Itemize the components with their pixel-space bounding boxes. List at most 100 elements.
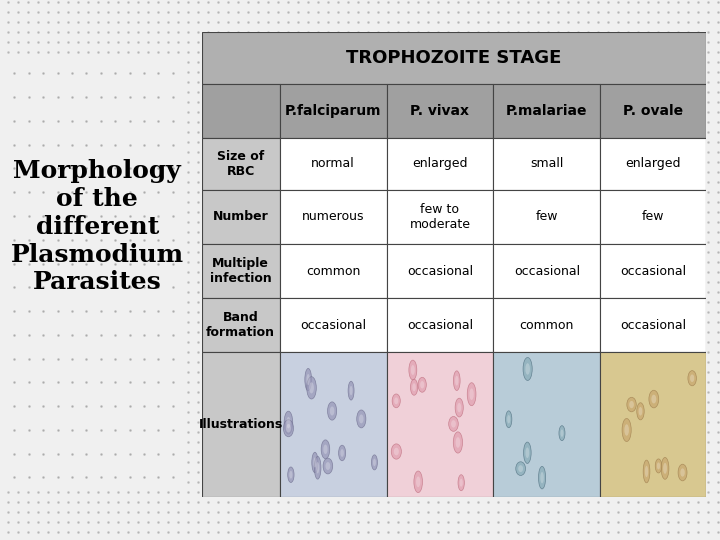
Bar [600,84,706,138]
Ellipse shape [348,381,354,400]
Ellipse shape [624,424,629,436]
Ellipse shape [652,395,656,403]
Ellipse shape [309,382,314,394]
Bar [600,138,706,190]
Ellipse shape [359,414,364,423]
Ellipse shape [356,410,366,428]
Ellipse shape [410,379,418,395]
Ellipse shape [328,402,337,420]
Ellipse shape [284,420,294,437]
Ellipse shape [458,475,464,491]
Text: occasional: occasional [620,265,686,278]
Ellipse shape [373,458,376,466]
Ellipse shape [643,460,650,483]
Ellipse shape [540,472,544,483]
Bar [202,352,280,497]
Ellipse shape [516,462,526,476]
Text: TROPHOZOITE STAGE: TROPHOZOITE STAGE [346,49,562,67]
Ellipse shape [409,360,417,380]
Text: P. vivax: P. vivax [410,104,469,118]
Text: few to
moderate: few to moderate [410,203,470,231]
Ellipse shape [523,442,531,463]
Ellipse shape [312,452,318,472]
Text: Band
formation: Band formation [206,311,275,339]
Bar [202,32,706,84]
Bar [493,84,600,138]
Ellipse shape [394,397,398,404]
Ellipse shape [321,440,330,459]
Text: enlarged: enlarged [413,158,468,171]
Ellipse shape [284,411,293,434]
Ellipse shape [313,457,317,468]
Ellipse shape [455,376,459,386]
Ellipse shape [449,416,459,431]
Bar [600,352,706,497]
Ellipse shape [394,448,399,455]
Ellipse shape [454,371,460,390]
Ellipse shape [636,403,644,420]
Ellipse shape [688,370,696,386]
Bar [387,190,493,244]
Bar [493,352,600,497]
Bar [387,138,493,190]
Ellipse shape [413,383,416,392]
Bar [387,244,493,298]
Ellipse shape [414,471,423,492]
Ellipse shape [560,429,564,437]
Text: P.malariae: P.malariae [506,104,588,118]
Bar [202,190,280,244]
Ellipse shape [505,411,512,428]
Ellipse shape [338,445,346,461]
Ellipse shape [307,374,310,385]
Ellipse shape [330,407,334,416]
Ellipse shape [507,415,510,423]
Ellipse shape [663,463,667,474]
Ellipse shape [523,357,532,381]
Ellipse shape [307,377,316,399]
Bar [280,352,387,497]
Bar [600,244,706,298]
Ellipse shape [288,467,294,483]
Ellipse shape [678,464,687,481]
Text: small: small [530,158,564,171]
Ellipse shape [316,462,319,474]
Ellipse shape [323,444,328,454]
Ellipse shape [645,466,648,477]
Bar [493,138,600,190]
Bar [387,298,493,352]
Ellipse shape [391,444,402,459]
Ellipse shape [539,467,546,489]
Ellipse shape [315,456,321,479]
Ellipse shape [420,381,424,388]
Ellipse shape [305,368,312,391]
Bar [280,84,387,138]
Bar [600,298,706,352]
Bar [280,138,387,190]
Text: occasional: occasional [407,265,473,278]
Bar [202,244,280,298]
Text: normal: normal [311,158,355,171]
Ellipse shape [341,449,344,457]
Ellipse shape [323,458,333,474]
Ellipse shape [456,437,460,448]
Bar [387,352,493,497]
Text: P. ovale: P. ovale [623,104,683,118]
Bar [493,190,600,244]
Text: occasional: occasional [407,319,473,332]
Ellipse shape [622,418,631,442]
Text: Number: Number [213,211,269,224]
Text: occasional: occasional [300,319,366,332]
Ellipse shape [657,462,660,469]
Text: few: few [536,211,558,224]
Bar [280,244,387,298]
Ellipse shape [459,479,463,487]
Bar [600,190,706,244]
Ellipse shape [526,363,530,375]
Ellipse shape [690,374,694,382]
Ellipse shape [526,448,529,458]
Ellipse shape [680,468,685,477]
Ellipse shape [286,424,291,433]
Bar [202,138,280,190]
Ellipse shape [639,407,642,416]
Ellipse shape [655,459,662,473]
